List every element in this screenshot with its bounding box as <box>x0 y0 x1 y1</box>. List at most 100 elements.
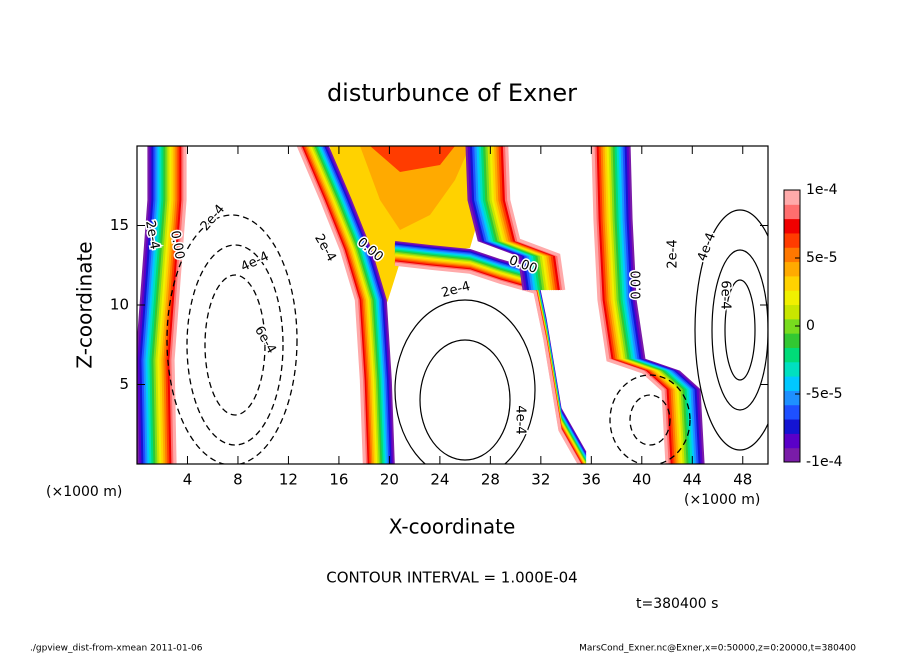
colorbar-band <box>784 204 800 220</box>
colorbar-tick-label: 1e-4 <box>806 182 838 198</box>
x-unit-label: (×1000 m) <box>46 484 122 500</box>
colorbar-band <box>784 318 800 334</box>
color-band <box>465 146 526 291</box>
chart-title: disturbunce of Exner <box>327 79 577 107</box>
y-tick-label: 5 <box>119 375 129 393</box>
contour-label: 2e-4 <box>440 279 472 301</box>
colorbar-tick-label: 5e-5 <box>806 250 837 266</box>
x-tick-label: 8 <box>233 471 243 489</box>
color-band <box>145 146 161 464</box>
colorbar-tick-label: -1e-4 <box>806 454 843 470</box>
color-band <box>500 146 561 291</box>
color-band <box>502 146 564 291</box>
contour-line <box>694 209 768 451</box>
color-band <box>163 146 179 464</box>
warm-region <box>370 146 455 172</box>
colorbar-band <box>784 376 800 391</box>
colorbar-band <box>784 333 800 348</box>
colorbar-band <box>784 290 800 306</box>
color-band <box>498 146 559 291</box>
color-band <box>478 146 539 291</box>
colorbar-band <box>784 390 800 406</box>
color-band <box>149 146 165 464</box>
colorbar-band <box>784 247 800 263</box>
contour-label: 2e-4 <box>142 219 162 250</box>
color-band <box>137 146 151 464</box>
colorbar-tick-label: -5e-5 <box>806 386 843 402</box>
colorbar-band <box>784 404 800 420</box>
footer-right: MarsCond_Exner.nc@Exner,x=0:50000,z=0:20… <box>579 644 856 654</box>
contour-line <box>629 394 671 446</box>
color-band <box>147 146 163 464</box>
colorbar-band <box>784 275 800 291</box>
y-tick-label: 10 <box>110 296 129 314</box>
x-tick-label: 48 <box>733 471 752 489</box>
color-band <box>474 146 535 291</box>
contour-label: 4e-4 <box>513 405 528 434</box>
color-band <box>159 146 175 464</box>
y-axis-label: Z-coordinate <box>73 241 97 368</box>
colorbar-tick-label: 0 <box>806 318 815 334</box>
x-unit-label: (×1000 m) <box>684 492 760 508</box>
contour-label: 2e-4 <box>198 202 228 234</box>
color-band <box>505 146 566 291</box>
contour-line <box>204 274 266 416</box>
color-band <box>496 146 557 291</box>
warm-region <box>360 146 470 230</box>
colorbar-band <box>784 447 800 463</box>
color-band <box>167 146 183 464</box>
color-band <box>394 261 582 464</box>
contour-line <box>166 214 298 464</box>
contour-label: 4e-4 <box>239 249 272 275</box>
x-tick-label: 20 <box>380 471 399 489</box>
color-band <box>494 146 555 291</box>
footer-left: ./gpview_dist-from-xmean 2011-01-06 <box>30 644 203 654</box>
x-tick-label: 36 <box>582 471 601 489</box>
x-tick-label: 16 <box>329 471 348 489</box>
color-band <box>394 262 582 464</box>
contour-interval: CONTOUR INTERVAL = 1.000E-04 <box>326 569 577 587</box>
colorbar-band <box>784 361 800 377</box>
color-band <box>489 146 550 291</box>
contour-field <box>137 146 768 464</box>
color-band <box>485 146 546 291</box>
x-tick-label: 32 <box>531 471 550 489</box>
contour-line <box>394 299 536 464</box>
contour-line <box>419 339 511 461</box>
contour-line <box>724 279 756 381</box>
color-band <box>143 146 159 464</box>
color-band <box>487 146 548 291</box>
color-band <box>153 146 169 464</box>
x-tick-label: 24 <box>430 471 449 489</box>
color-band <box>137 146 153 464</box>
colorbar-band <box>784 232 800 248</box>
contour-label: 0.00 <box>630 271 645 300</box>
color-band <box>472 146 533 291</box>
contour-line <box>711 249 768 411</box>
color-band <box>467 146 528 291</box>
color-band <box>151 146 167 464</box>
contour-label: 6e-4 <box>718 280 733 309</box>
contour-line <box>609 374 691 464</box>
x-tick-label: 28 <box>481 471 500 489</box>
x-tick-label: 4 <box>183 471 193 489</box>
color-band <box>157 146 173 464</box>
colorbar-band <box>784 419 800 434</box>
color-band <box>394 259 584 464</box>
color-band <box>480 146 542 291</box>
x-tick-label: 44 <box>683 471 702 489</box>
x-axis-label: X-coordinate <box>389 515 516 539</box>
color-band <box>476 146 537 291</box>
colorbar-band <box>784 261 800 277</box>
contour-label: 4e-4 <box>695 231 719 264</box>
contour-label: 0.00 <box>167 229 187 260</box>
color-band <box>139 146 155 464</box>
color-band <box>141 146 157 464</box>
contour-line <box>186 244 284 446</box>
x-tick-label: 12 <box>279 471 298 489</box>
color-band <box>165 146 181 464</box>
contour-label: 6e-4 <box>251 324 279 357</box>
colorbar-band <box>784 218 800 234</box>
color-band <box>469 146 531 291</box>
